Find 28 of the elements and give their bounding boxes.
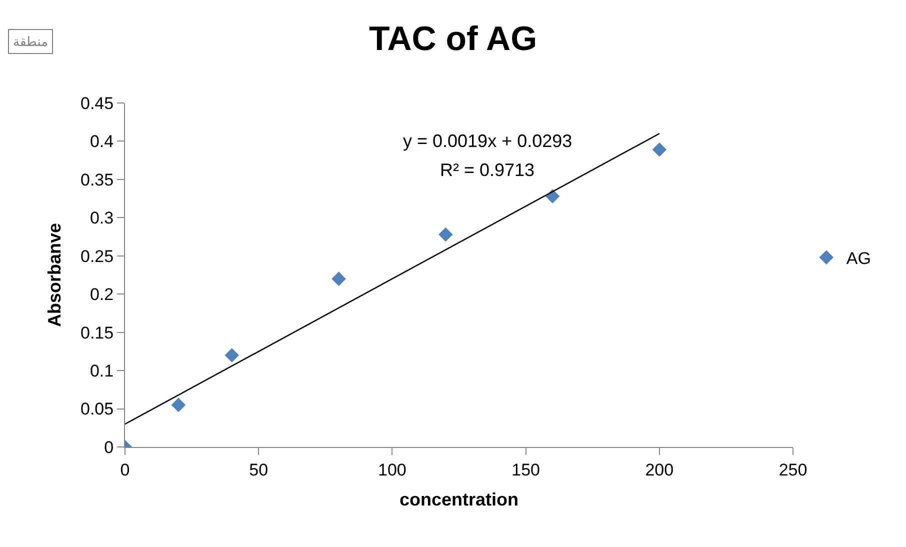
x-tick-label: 250 <box>778 460 808 480</box>
point <box>171 398 186 412</box>
x-tick-label: 0 <box>120 460 130 480</box>
y-tick-label: 0.1 <box>90 362 114 381</box>
legend-label: AG <box>846 248 871 268</box>
x-tick-label: 100 <box>378 460 406 480</box>
y-tick-label: 0 <box>104 438 114 457</box>
y-tick-label: 0.4 <box>90 132 114 152</box>
chart-title: TAC of AG <box>368 20 538 58</box>
point <box>332 272 346 286</box>
y-tick-label: 0.05 <box>80 400 114 419</box>
x-tick-label: 50 <box>249 460 268 480</box>
y-tick-label: 0.3 <box>90 208 114 228</box>
y-tick-label: 0.2 <box>90 285 114 304</box>
y-tick-label: 0.45 <box>80 94 114 113</box>
point <box>224 348 240 362</box>
annotation: R² = 0.9713 <box>440 160 535 180</box>
x-tick-label: 200 <box>645 460 674 480</box>
text: منطقة <box>13 34 48 49</box>
y-tick-label: 0.15 <box>80 323 114 342</box>
point <box>652 142 667 157</box>
y-tick-label: 0.35 <box>80 170 114 190</box>
y-tick-label: 0.25 <box>80 246 114 266</box>
x-tick-label: 150 <box>512 460 540 480</box>
point <box>438 227 453 242</box>
y-axis-title: Absorbanve <box>44 222 65 328</box>
annotation: y = 0.0019x + 0.0293 <box>403 131 572 151</box>
x-axis-title: concentration <box>399 490 519 510</box>
